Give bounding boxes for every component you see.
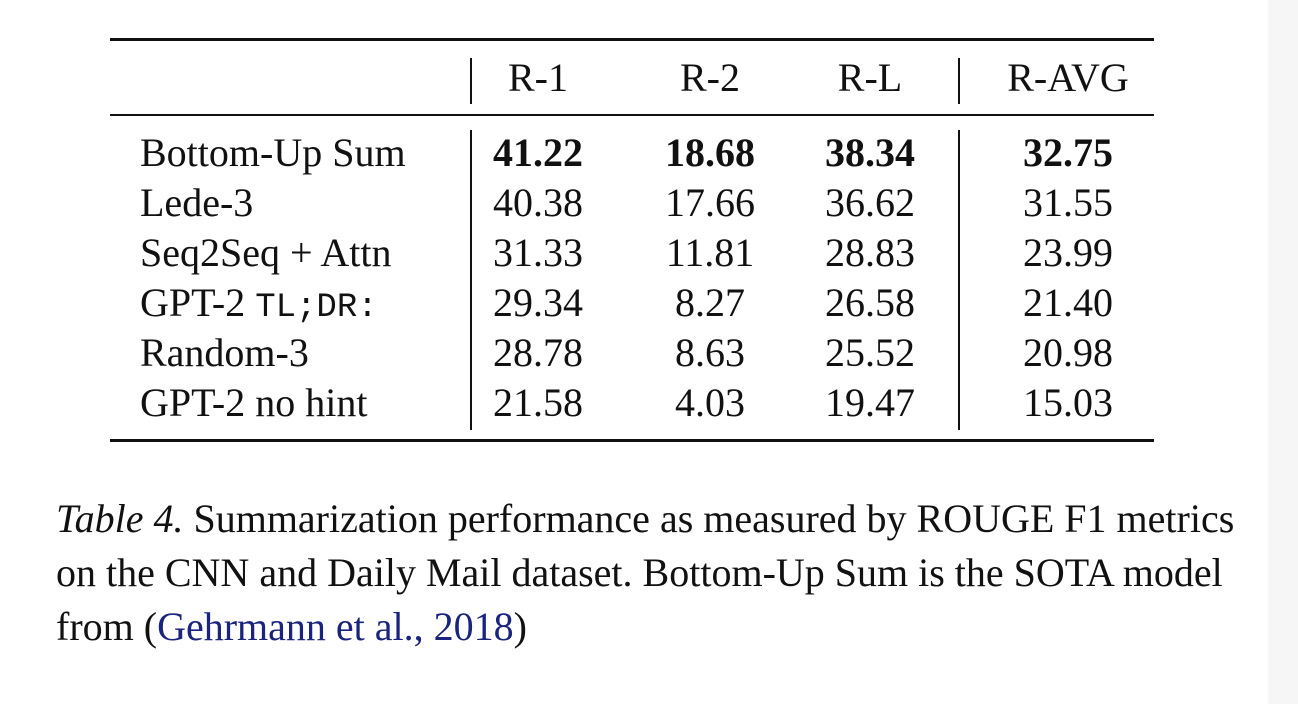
- cell-value: 23.99: [1023, 230, 1113, 275]
- cell-value: 11.81: [665, 230, 755, 275]
- row-label-gpt2-no-hint: GPT-2 no hint: [140, 380, 368, 425]
- cell-value: 18.68: [665, 130, 755, 175]
- page-edge-strip: [1268, 0, 1298, 704]
- column-header-ravg: R-AVG: [1007, 55, 1129, 100]
- results-table: R-1 R-2 R-L R-AVG Bottom-Up Sum 41.22 18…: [110, 38, 1154, 442]
- caption-text-end: ): [513, 604, 527, 649]
- cell-value: 8.63: [675, 330, 745, 375]
- cell-value: 21.58: [493, 380, 583, 425]
- cell-value: 28.78: [493, 330, 583, 375]
- cell-value: 28.83: [825, 230, 915, 275]
- citation-link[interactable]: Gehrmann et al., 2018: [157, 604, 514, 649]
- cell-value: 31.55: [1023, 180, 1113, 225]
- column-header-rl: R-L: [837, 55, 903, 100]
- column-header-r1: R-1: [508, 55, 568, 100]
- row-label-bottom-up-sum: Bottom-Up Sum: [140, 130, 406, 175]
- row-label-prompt-suffix: TL;DR:: [255, 289, 378, 327]
- caption-label: Table 4.: [56, 496, 184, 541]
- table-bottom-rule: [110, 439, 1154, 442]
- header-divider-left: [470, 58, 472, 104]
- cell-value: 8.27: [675, 280, 745, 325]
- cell-value: 20.98: [1023, 330, 1113, 375]
- table-top-rule: [110, 38, 1154, 41]
- cell-value: 25.52: [825, 330, 915, 375]
- row-label-lede-3: Lede-3: [140, 180, 254, 225]
- cell-value: 4.03: [675, 380, 745, 425]
- cell-value: 17.66: [665, 180, 755, 225]
- cell-value: 29.34: [493, 280, 583, 325]
- header-divider-right: [958, 58, 960, 104]
- table-caption: Table 4. Summarization performance as me…: [56, 492, 1256, 654]
- row-label-random-3: Random-3: [140, 330, 309, 375]
- cell-value: 26.58: [825, 280, 915, 325]
- row-label-seq2seq-attn: Seq2Seq + Attn: [140, 230, 392, 275]
- cell-value: 36.62: [825, 180, 915, 225]
- row-label-model: GPT-2: [140, 280, 246, 325]
- cell-value: 40.38: [493, 180, 583, 225]
- row-label-gpt2-tldr: GPT-2 TL;DR:: [140, 278, 378, 328]
- column-header-r2: R-2: [680, 55, 740, 100]
- cell-value: 32.75: [1023, 130, 1113, 175]
- cell-value: 31.33: [493, 230, 583, 275]
- table-header-rule: [110, 114, 1154, 116]
- cell-value: 21.40: [1023, 280, 1113, 325]
- cell-value: 15.03: [1023, 380, 1113, 425]
- cell-value: 19.47: [825, 380, 915, 425]
- caption-text: Summarization performance as measured by…: [56, 496, 1235, 649]
- body-divider-left: [470, 130, 472, 430]
- cell-value: 41.22: [493, 130, 583, 175]
- cell-value: 38.34: [825, 130, 915, 175]
- body-divider-right: [958, 130, 960, 430]
